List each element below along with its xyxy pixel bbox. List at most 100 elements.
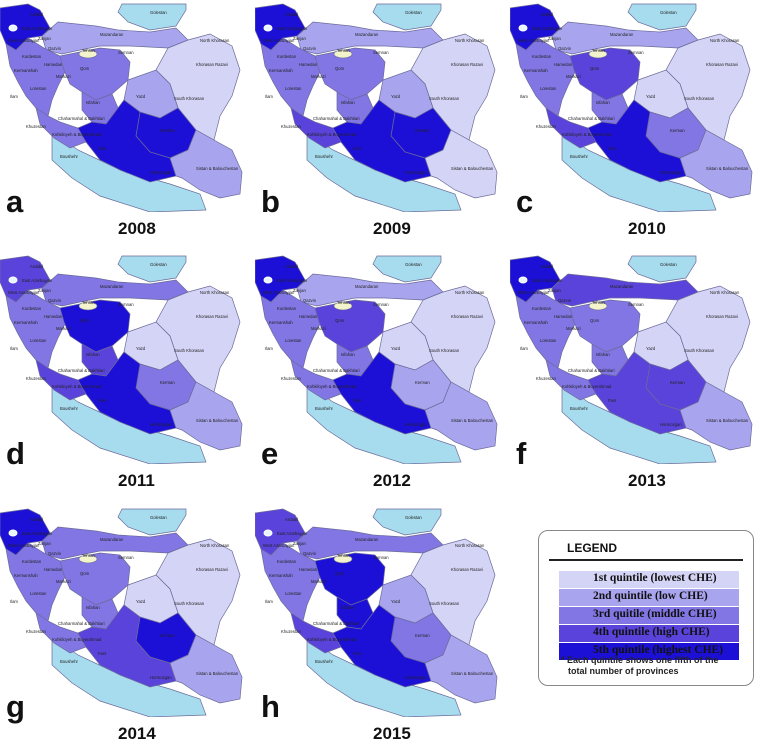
panel-year-2010: 2010 — [628, 219, 666, 238]
province-region-c — [59, 47, 131, 101]
province-label-tehran: Tehran — [337, 48, 350, 53]
province-label-kohkiloyeh: Kohkiloyeh & Boyerahmad — [562, 132, 612, 137]
tehran-region — [588, 301, 608, 311]
province-region-se — [679, 129, 753, 199]
tehran-region — [78, 301, 98, 311]
province-label-ilam: Ilam — [265, 94, 273, 99]
province-label-isfahan: Isfahan — [341, 605, 355, 610]
province-label-bushehr: Boushehr — [60, 659, 79, 664]
panel-year-2008: 2008 — [118, 219, 156, 238]
province-label-tehran: Tehran — [337, 553, 350, 558]
province-label-kurdestan: Kurdestan — [532, 306, 552, 311]
province-region-nw — [0, 255, 51, 303]
province-label-hormozgan: Hormozgan — [150, 170, 172, 175]
province-label-mazandaran: Mazandaran — [100, 537, 124, 542]
province-label-hamedan: Hamedan — [299, 62, 318, 67]
province-label-south_kh: South Khorasan — [174, 601, 205, 606]
province-label-zanjan: Zanjan — [38, 36, 51, 41]
panel-letter-g: g — [6, 689, 25, 724]
province-label-qazvin: Qazvin — [303, 46, 317, 51]
legend-label-q1: 1st quintile (lowest CHE) — [593, 572, 717, 584]
province-label-semnan: Semnan — [373, 555, 389, 560]
province-label-kermanshah: Kermanshah — [524, 320, 548, 325]
legend-item-q1: 1st quintile (lowest CHE) — [559, 571, 739, 588]
province-label-fars: Fars — [608, 146, 616, 151]
legend-item-q4: 4th quintile (high CHE) — [559, 625, 739, 642]
province-region-c — [59, 299, 131, 353]
province-label-markazi: Markazi — [566, 74, 581, 79]
province-label-semnan: Semnan — [628, 302, 644, 307]
province-label-mazandaran: Mazandaran — [610, 32, 634, 37]
province-label-south_kh: South Khorasan — [174, 96, 205, 101]
province-label-chaharmahal: Chaharmahal & Bakhtiari — [58, 116, 105, 121]
province-region-s — [77, 604, 177, 688]
province-label-sistan: Sistan & Balouchestan — [196, 671, 239, 676]
province-label-khorasan_razavi: Khorasan Razavi — [196, 62, 228, 67]
legend-swatch-q4 — [559, 625, 739, 642]
panel-letter-c: c — [516, 184, 534, 219]
province-label-qazvin: Qazvin — [558, 298, 572, 303]
province-label-lorestan: Lorestan — [285, 338, 302, 343]
province-region-c — [59, 552, 131, 606]
province-label-mazandaran: Mazandaran — [100, 32, 124, 37]
province-label-fars: Fars — [98, 651, 106, 656]
province-label-north_kh: North Khorasan — [200, 543, 230, 548]
province-label-kerman: Kerman — [415, 633, 430, 638]
province-label-khuzestan: Khuzestan — [536, 124, 556, 129]
province-label-kermanshah: Kermanshah — [14, 573, 38, 578]
province-label-hormozgan: Hormozgan — [150, 675, 172, 680]
province-label-qazvin: Qazvin — [48, 298, 62, 303]
province-label-yazd: Yazd — [391, 94, 401, 99]
province-label-east_az: East Azarbayjan — [22, 278, 53, 283]
province-label-kohkiloyeh: Kohkiloyeh & Boyerahmad — [52, 384, 102, 389]
province-label-khuzestan: Khuzestan — [26, 629, 46, 634]
province-label-isfahan: Isfahan — [596, 352, 610, 357]
province-label-sistan: Sistan & Balouchestan — [196, 166, 239, 171]
province-label-tehran: Tehran — [82, 300, 95, 305]
province-region-s — [587, 99, 687, 183]
province-label-east_az: East Azarbayjan — [22, 531, 53, 536]
province-label-qom: Qom — [590, 318, 600, 323]
province-label-kermanshah: Kermanshah — [269, 573, 293, 578]
province-label-tehran: Tehran — [82, 48, 95, 53]
province-label-hamedan: Hamedan — [44, 62, 63, 67]
province-label-qom: Qom — [335, 318, 345, 323]
legend-label-q5: 5th quintile (highest CHE) — [593, 644, 724, 656]
province-label-east_az: East Azarbayjan — [532, 26, 563, 31]
province-label-tehran: Tehran — [592, 300, 605, 305]
province-label-golestan: Golestan — [405, 10, 422, 15]
province-region-nw — [255, 255, 306, 303]
province-label-qazvin: Qazvin — [48, 46, 62, 51]
panel-year-2013: 2013 — [628, 471, 666, 490]
province-label-bushehr: Boushehr — [315, 154, 334, 159]
panel-letter-h: h — [261, 689, 280, 724]
province-label-hormozgan: Hormozgan — [405, 675, 427, 680]
province-label-isfahan: Isfahan — [596, 100, 610, 105]
province-label-east_az: East Azarbayjan — [277, 531, 308, 536]
province-label-kurdestan: Kurdestan — [22, 306, 42, 311]
province-label-west_az: West Azarbayjan — [263, 543, 295, 548]
province-label-zanjan: Zanjan — [293, 288, 306, 293]
legend-swatch-q2 — [559, 589, 739, 606]
province-label-kerman: Kerman — [415, 128, 430, 133]
province-region-c — [569, 299, 641, 353]
legend-label-q2: 2nd quintile (low CHE) — [593, 590, 708, 602]
lake-urmia — [8, 276, 18, 284]
province-label-mazandaran: Mazandaran — [355, 537, 379, 542]
province-label-south_kh: South Khorasan — [429, 348, 460, 353]
province-label-mazandaran: Mazandaran — [100, 284, 124, 289]
province-region-w — [260, 289, 322, 369]
province-label-ilam: Ilam — [10, 94, 18, 99]
province-label-bushehr: Boushehr — [315, 406, 334, 411]
province-label-bushehr: Boushehr — [570, 154, 589, 159]
map-panel-a: Ardabil East Azarbayjan West Azarbayjan Gol… — [0, 0, 255, 250]
tehran-region — [333, 301, 353, 311]
province-label-lorestan: Lorestan — [285, 591, 302, 596]
iran-map-2015: Ardabil East Azarbayjan West Azarbayjan Gol… — [255, 508, 498, 717]
province-label-markazi: Markazi — [311, 74, 326, 79]
province-label-mazandaran: Mazandaran — [355, 284, 379, 289]
iran-map-2012: Ardabil East Azarbayjan West Azarbayjan Gol… — [255, 255, 498, 464]
province-label-qazvin: Qazvin — [48, 551, 62, 556]
province-label-yazd: Yazd — [136, 346, 146, 351]
province-label-khuzestan: Khuzestan — [281, 629, 301, 634]
